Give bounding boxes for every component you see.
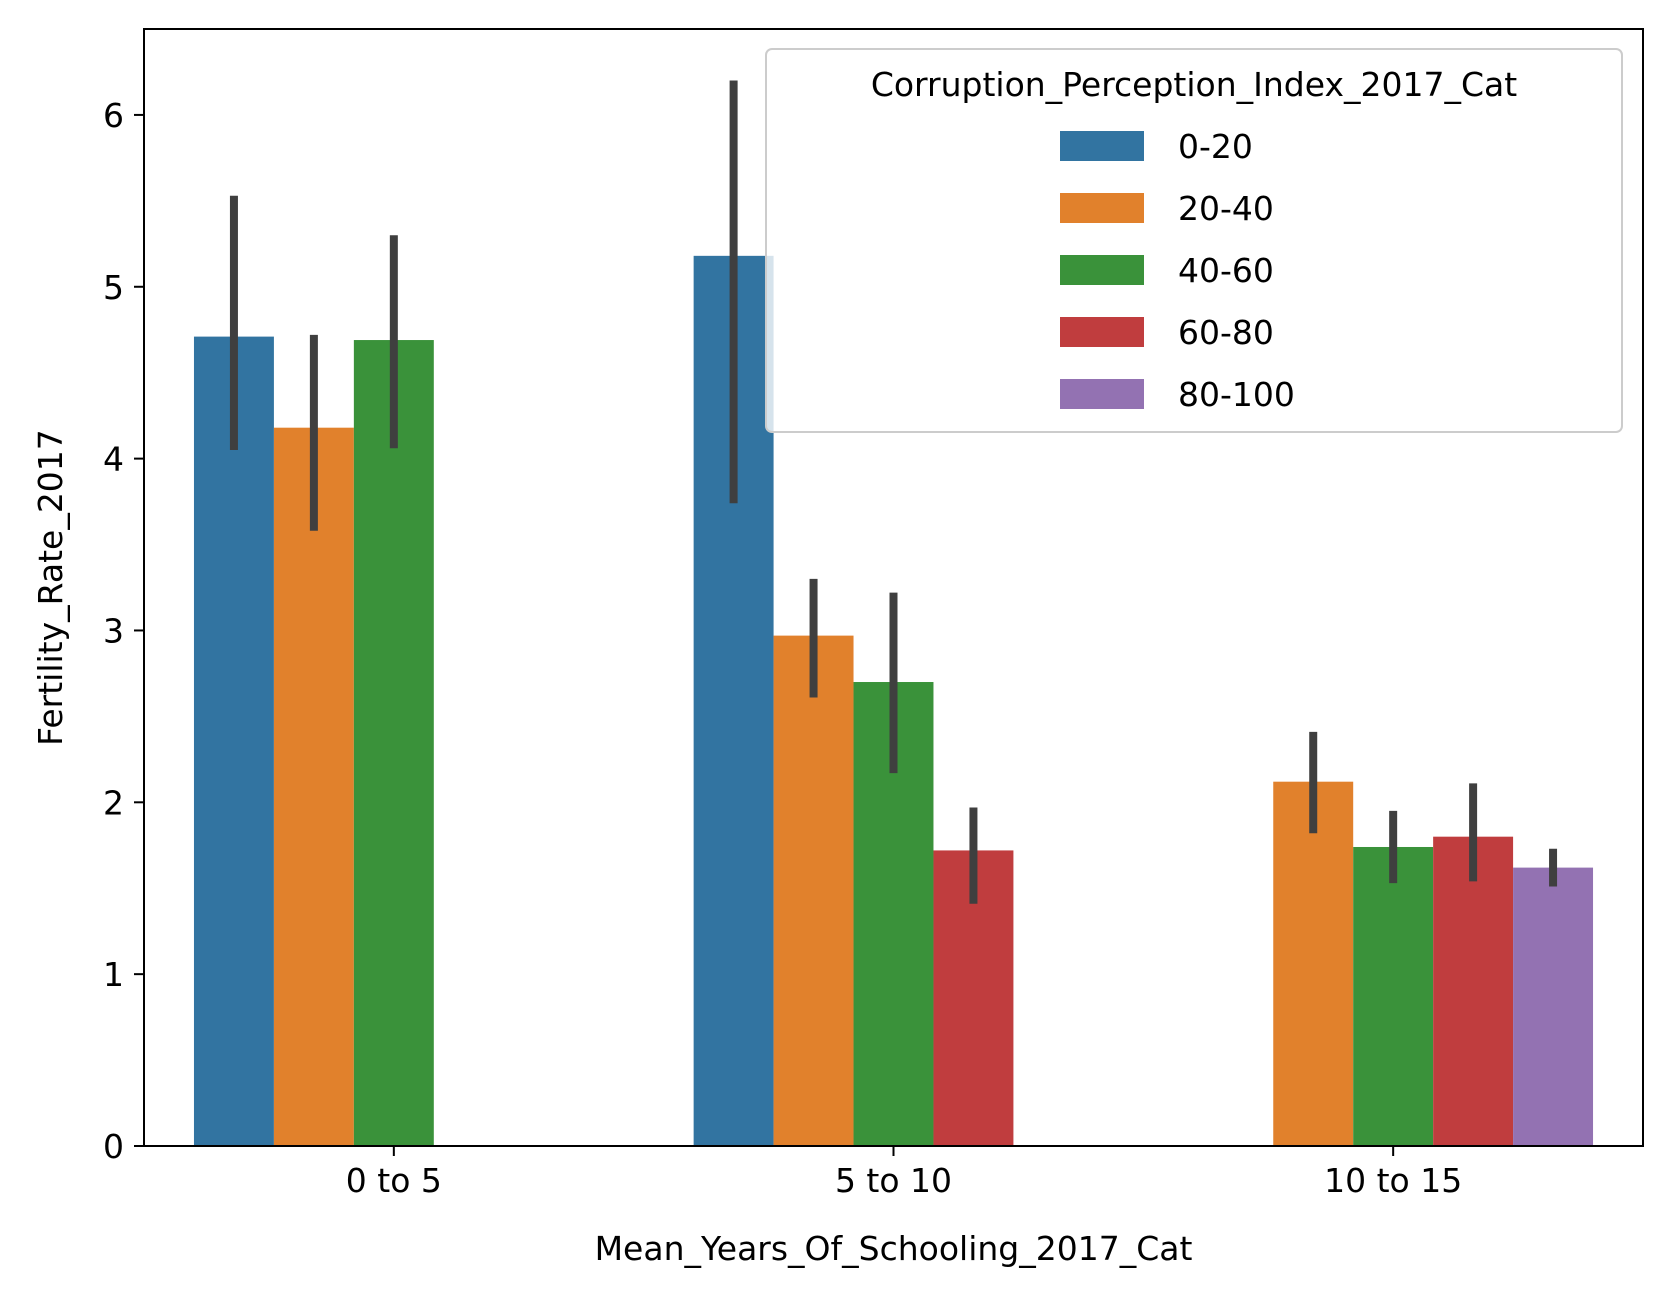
legend-swatch-40-60 (1060, 255, 1144, 285)
x-tick-label: 10 to 15 (1324, 1161, 1462, 1200)
legend-label-60-80: 60-80 (1178, 313, 1274, 352)
legend-label-40-60: 40-60 (1178, 251, 1274, 290)
legend-title: Corruption_Perception_Index_2017_Cat (871, 65, 1517, 104)
bar-40-60-0-to-5 (353, 340, 434, 1147)
bar-40-60-10-to-15 (1353, 846, 1434, 1146)
bar-20-40-0-to-5 (273, 427, 354, 1146)
legend-swatch-80-100 (1060, 379, 1144, 409)
y-tick-label: 6 (103, 96, 124, 135)
y-tick-label: 0 (103, 1127, 124, 1166)
bars-layer (193, 255, 1594, 1147)
legend-swatch-60-80 (1060, 317, 1144, 347)
x-axis-title: Mean_Years_Of_Schooling_2017_Cat (595, 1229, 1193, 1268)
bar-20-40-5-to-10 (773, 635, 854, 1146)
legend-label-80-100: 80-100 (1178, 375, 1295, 414)
legend-swatch-20-40 (1060, 193, 1144, 223)
y-tick-label: 1 (103, 955, 124, 994)
error-bars-layer (229, 80, 1558, 904)
y-axis-ticks: 0 1 2 3 4 5 6 (103, 96, 144, 1166)
y-axis-title: Fertility_Rate_2017 (31, 429, 70, 746)
bar-80-100-10-to-15 (1513, 867, 1594, 1146)
x-tick-label: 0 to 5 (346, 1161, 442, 1200)
y-tick-label: 2 (103, 783, 124, 822)
x-axis-ticks: 0 to 5 5 to 10 10 to 15 (346, 1146, 1462, 1200)
legend-items: 0-20 20-40 40-60 60-80 80-100 (1060, 127, 1295, 414)
legend-label-20-40: 20-40 (1178, 189, 1274, 228)
bar-60-80-10-to-15 (1433, 836, 1514, 1146)
y-tick-label: 4 (103, 440, 124, 479)
y-tick-label: 5 (103, 268, 124, 307)
y-tick-label: 3 (103, 611, 124, 650)
bar-20-40-10-to-15 (1273, 781, 1354, 1146)
legend-swatch-0-20 (1060, 131, 1144, 161)
legend-box (765, 48, 1623, 433)
x-tick-label: 5 to 10 (835, 1161, 952, 1200)
legend: Corruption_Perception_Index_2017_Cat 0-2… (765, 48, 1623, 433)
bar-0-20-0-to-5 (193, 336, 274, 1146)
legend-label-0-20: 0-20 (1178, 127, 1253, 166)
